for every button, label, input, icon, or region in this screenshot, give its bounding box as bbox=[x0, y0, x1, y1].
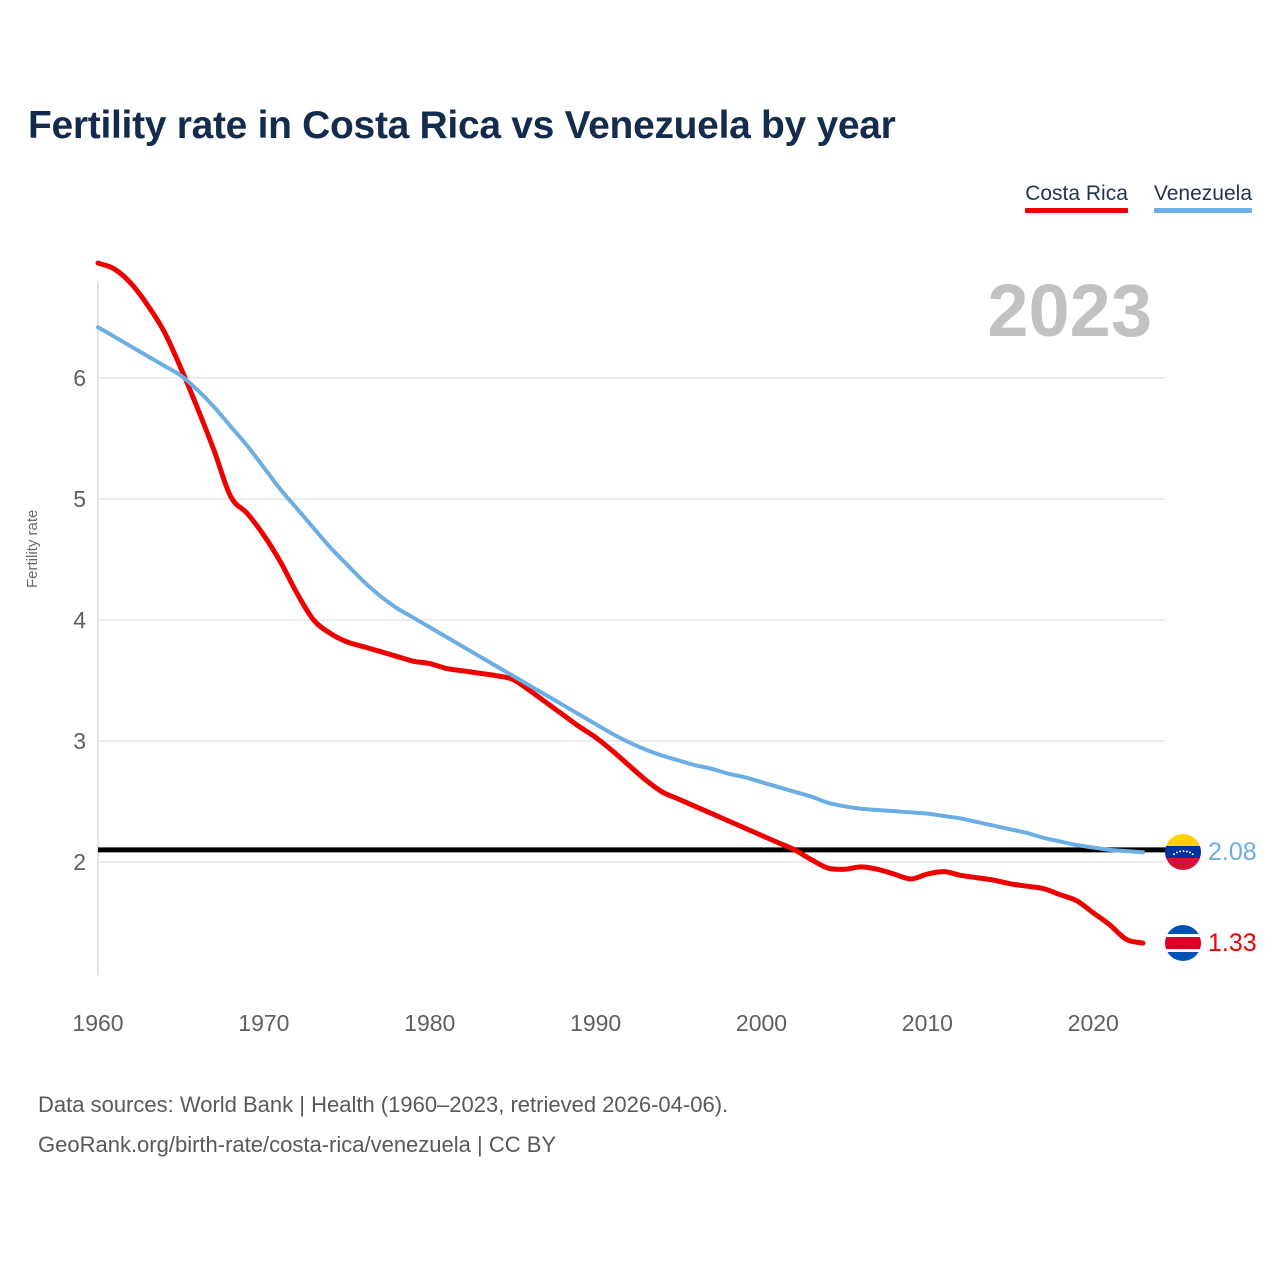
series-line-venezuela bbox=[96, 325, 1145, 855]
legend-swatch-venezuela bbox=[1153, 208, 1252, 213]
x-tick-label: 1990 bbox=[570, 1010, 622, 1036]
endpoint-venezuela: 2.08 bbox=[1165, 834, 1257, 871]
x-tick-label: 2000 bbox=[735, 1010, 788, 1036]
y-tick-label: 5 bbox=[73, 486, 86, 512]
gridlines bbox=[97, 282, 1165, 975]
y-tick-label: 6 bbox=[73, 365, 86, 391]
year-watermark: 2023 bbox=[987, 269, 1152, 352]
footer-attribution: Data sources: World Bank | Health (1960–… bbox=[38, 1085, 728, 1165]
costa-rica-flag-icon bbox=[1165, 925, 1201, 962]
legend-item-venezuela[interactable]: Venezuela bbox=[1153, 182, 1252, 213]
legend-label-venezuela: Venezuela bbox=[1153, 182, 1252, 205]
legend-item-costa-rica[interactable]: Costa Rica bbox=[1025, 182, 1128, 213]
x-tick-label: 2020 bbox=[1067, 1010, 1119, 1036]
x-tick-label: 1970 bbox=[238, 1010, 290, 1036]
venezuela-flag-icon bbox=[1165, 834, 1201, 871]
endpoint-costa-rica: 1.33 bbox=[1165, 925, 1257, 962]
y-tick-label: 2 bbox=[73, 849, 86, 875]
series-lines bbox=[95, 260, 1146, 946]
x-tick-label: 2010 bbox=[901, 1010, 953, 1036]
footer-line-sources: Data sources: World Bank | Health (1960–… bbox=[38, 1092, 729, 1117]
endpoint-value-costa-rica: 1.33 bbox=[1208, 928, 1257, 957]
chart-legend: Costa Rica Venezuela bbox=[1025, 182, 1252, 213]
series-line-costa-rica bbox=[95, 260, 1146, 946]
y-tick-label: 4 bbox=[73, 607, 86, 633]
endpoint-value-venezuela: 2.08 bbox=[1208, 837, 1257, 866]
footer-line-url: GeoRank.org/birth-rate/costa-rica/venezu… bbox=[38, 1132, 557, 1157]
y-tick-label: 3 bbox=[73, 728, 86, 754]
x-tick-label: 1960 bbox=[72, 1010, 124, 1036]
legend-label-costa-rica: Costa Rica bbox=[1025, 182, 1128, 205]
x-tick-label: 1980 bbox=[404, 1010, 456, 1036]
page-title: Fertility rate in Costa Rica vs Venezuel… bbox=[28, 104, 896, 147]
legend-swatch-costa-rica bbox=[1025, 208, 1128, 213]
